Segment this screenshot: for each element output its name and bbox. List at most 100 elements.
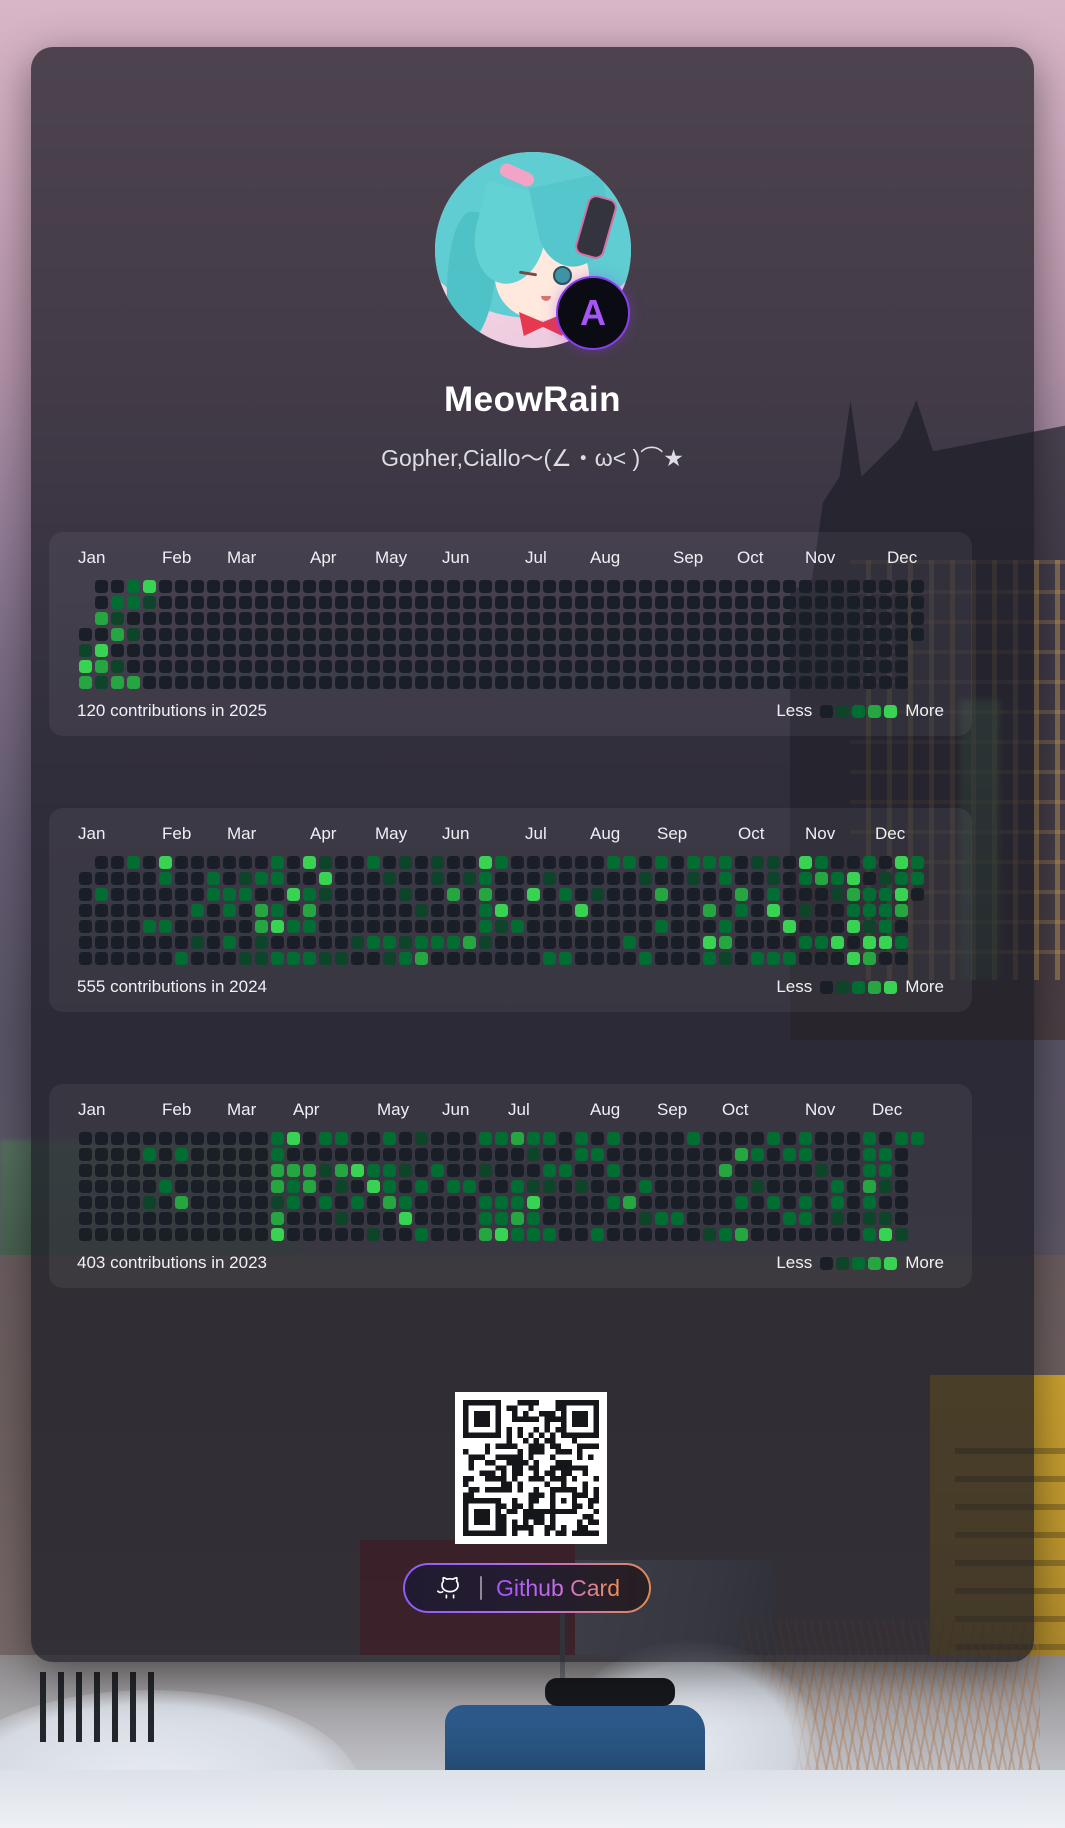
contribution-cell [767,920,780,933]
contribution-cell [191,1212,204,1225]
contribution-cell [79,644,92,657]
heatmap-week-column [607,580,620,689]
contribution-cell [239,1196,252,1209]
contribution-cell [447,856,460,869]
legend-less-label: Less [776,701,813,720]
heatmap-week-column [415,580,428,689]
contribution-cell [303,952,316,965]
contribution-cell [111,1228,124,1241]
heatmap-week-column [191,580,204,689]
contribution-cell [303,888,316,901]
contribution-cell [623,936,636,949]
heatmap-week-column [639,856,652,965]
contribution-panel-2025: Jan Feb Mar Apr May Jun Jul Aug Sep Oct Nov Dec 120… [49,532,972,736]
contribution-cell [303,580,316,593]
contribution-cell [479,580,492,593]
contribution-cell [495,644,508,657]
contribution-cell [127,872,140,885]
heatmap-week-column [79,856,92,965]
heatmap-week-column [79,1132,92,1241]
heatmap-week-column [879,1132,892,1241]
contribution-cell [543,1212,556,1225]
contribution-cell [911,1132,924,1145]
contribution-cell [367,1196,380,1209]
month-label-sep: Sep [657,1100,688,1119]
contribution-cell [143,920,156,933]
contribution-cell [687,1132,700,1145]
contribution-cell [655,872,668,885]
contribution-cell [543,1196,556,1209]
contribution-cell [767,1148,780,1161]
contribution-cell [415,660,428,673]
contribution-cell [831,612,844,625]
contribution-cell [751,888,764,901]
contribution-cell [79,1180,92,1193]
contribution-cell [511,676,524,689]
heatmap-week-column [399,1132,412,1241]
contribution-cell [399,936,412,949]
contribution-cell [271,644,284,657]
contribution-cell [799,856,812,869]
contribution-cell [783,612,796,625]
contribution-cell [175,936,188,949]
contribution-cell [639,644,652,657]
contribution-cell [511,1180,524,1193]
contribution-cell [511,1228,524,1241]
contribution-cell [463,1228,476,1241]
user-bio: Gopher,Ciallo～(∠・ω< )⌒★ [381,445,684,471]
heatmap-week-column [751,856,764,965]
contribution-cell [207,1212,220,1225]
contribution-cell [335,628,348,641]
contribution-cell [111,856,124,869]
contribution-cell [575,1180,588,1193]
contribution-cell [591,1212,604,1225]
github-card-button[interactable]: Github Card [403,1563,651,1613]
contribution-cell [191,872,204,885]
contribution-cell [287,628,300,641]
legend-swatch [884,704,898,718]
contribution-cell [767,660,780,673]
contribution-cell [239,1212,252,1225]
contribution-cell [815,1212,828,1225]
contribution-cell [879,660,892,673]
contribution-cell [95,676,108,689]
contribution-cell [671,904,684,917]
contribution-cell [319,936,332,949]
month-label-aug: Aug [590,548,621,567]
contribution-cell [143,1196,156,1209]
contribution-cell [831,936,844,949]
contribution-cell [879,920,892,933]
contribution-cell [399,676,412,689]
contribution-cell [287,872,300,885]
contribution-cell [207,952,220,965]
contribution-cell [719,952,732,965]
contribution-cell [415,856,428,869]
contribution-cell [735,936,748,949]
contribution-cell [383,1228,396,1241]
contribution-cell [287,1164,300,1177]
contribution-cell [367,1148,380,1161]
contribution-cell [175,628,188,641]
contribution-cell [351,920,364,933]
contribution-cell [239,628,252,641]
contribution-cell [479,936,492,949]
contribution-cell [863,1180,876,1193]
contribution-cell [575,660,588,673]
heatmap-week-column [383,1132,396,1241]
contribution-cell [623,1164,636,1177]
contribution-cell [351,676,364,689]
contribution-cell [223,1212,236,1225]
contribution-cell [143,1212,156,1225]
contribution-cell [303,1148,316,1161]
contribution-cell [879,888,892,901]
contribution-cell [831,1180,844,1193]
contribution-cell [479,904,492,917]
heatmap-week-column [207,580,220,689]
contribution-cell [703,952,716,965]
contribution-cell [799,904,812,917]
qr-code-pattern [463,1400,599,1536]
contribution-cell [575,872,588,885]
contribution-cell [671,936,684,949]
contribution-cell [383,660,396,673]
contribution-cell [207,1148,220,1161]
